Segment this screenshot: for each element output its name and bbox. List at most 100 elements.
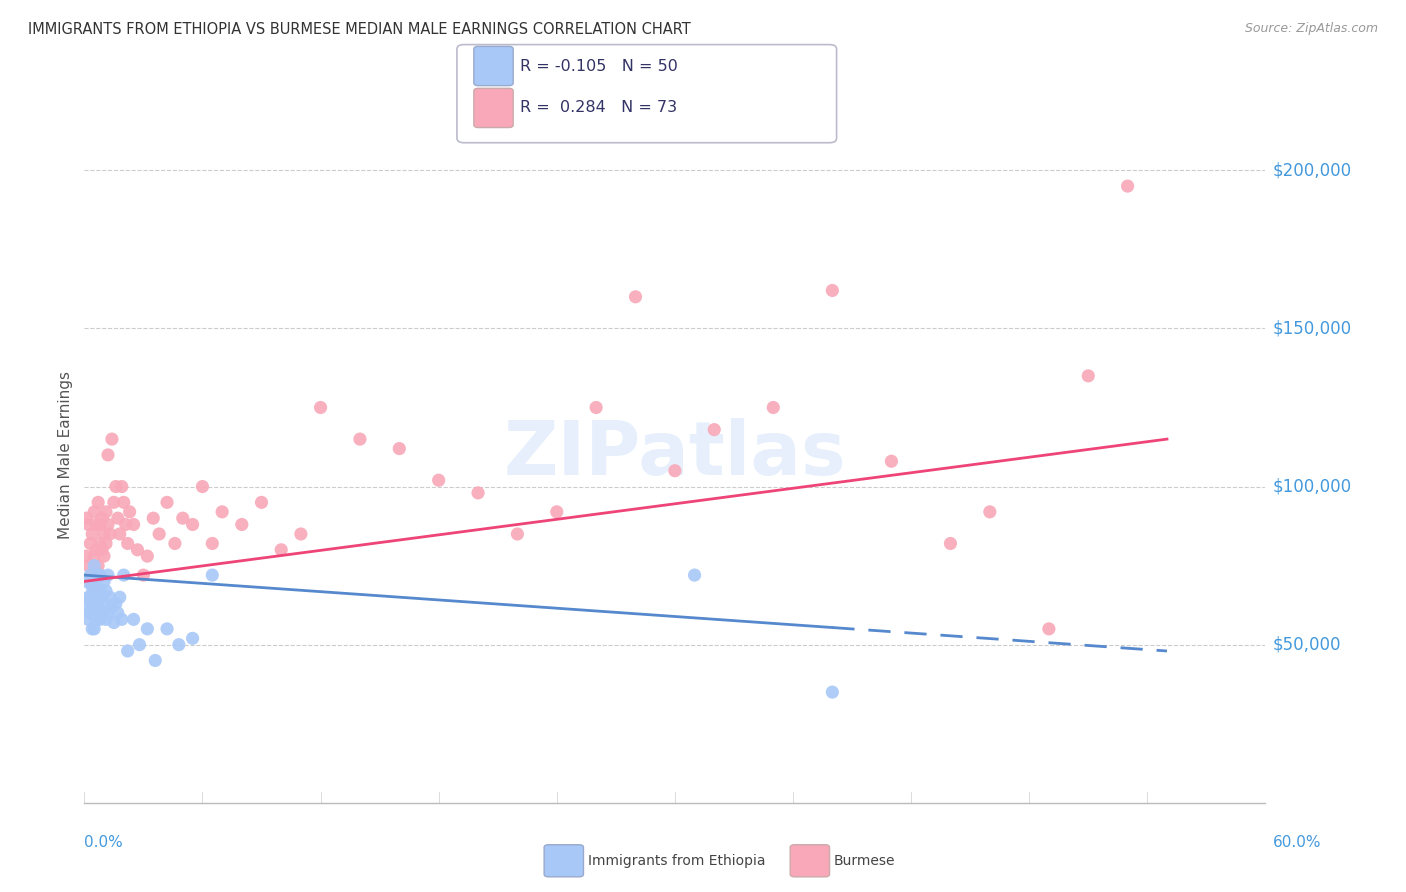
Point (167, 638, 190, 652)
Point (1116, 179, 1139, 194)
Point (75, 549, 97, 563)
Text: $150,000: $150,000 (1272, 319, 1351, 337)
Point (77, 612, 100, 626)
Point (89, 568, 111, 582)
Point (136, 549, 159, 563)
Point (89, 517, 111, 532)
Point (101, 599, 124, 614)
Point (75, 574, 97, 589)
Point (87, 568, 110, 582)
Point (79, 568, 101, 582)
Point (87, 558, 110, 573)
Point (163, 536, 186, 550)
Point (467, 486, 489, 500)
Point (82, 622, 104, 636)
Point (546, 505, 568, 519)
Point (132, 568, 155, 582)
Point (181, 517, 204, 532)
Point (87, 495, 110, 509)
Point (122, 517, 145, 532)
Point (83, 558, 105, 573)
Point (201, 536, 224, 550)
Point (108, 591, 131, 605)
Point (84, 542, 107, 557)
Text: $50,000: $50,000 (1272, 636, 1341, 654)
Point (148, 527, 170, 541)
Point (98, 591, 121, 605)
Point (104, 479, 127, 493)
Point (107, 511, 129, 525)
Point (112, 495, 135, 509)
Point (87, 581, 110, 595)
Point (83, 549, 105, 563)
Point (349, 432, 371, 446)
Text: R = -0.105   N = 50: R = -0.105 N = 50 (520, 59, 678, 73)
Point (89, 612, 111, 626)
Point (122, 612, 145, 626)
Point (201, 568, 224, 582)
Text: 0.0%: 0.0% (84, 836, 124, 850)
Point (98, 527, 121, 541)
Point (117, 644, 139, 658)
Point (703, 423, 725, 437)
Point (87, 599, 110, 614)
Point (97, 448, 120, 462)
Point (103, 615, 125, 630)
Point (91, 511, 114, 525)
Point (91, 587, 114, 601)
Point (82, 599, 104, 614)
Text: Source: ZipAtlas.com: Source: ZipAtlas.com (1244, 22, 1378, 36)
Point (664, 464, 686, 478)
Point (83, 505, 105, 519)
Point (82, 527, 104, 541)
Point (82, 581, 104, 595)
Point (97, 517, 120, 532)
Text: $100,000: $100,000 (1272, 477, 1351, 496)
Point (79, 574, 101, 589)
Point (91, 606, 114, 620)
Text: R =  0.284   N = 73: R = 0.284 N = 73 (520, 101, 678, 115)
Text: Immigrants from Ethiopia: Immigrants from Ethiopia (588, 854, 765, 868)
Point (1077, 368, 1099, 383)
Point (181, 632, 204, 646)
Text: Burmese: Burmese (834, 854, 896, 868)
Point (93, 574, 115, 589)
Text: 60.0%: 60.0% (1272, 836, 1320, 850)
Point (94, 612, 117, 626)
Point (83, 583, 105, 598)
Point (112, 568, 135, 582)
Point (172, 511, 194, 525)
Point (290, 527, 312, 541)
Point (83, 606, 105, 620)
Point (82, 568, 104, 582)
Point (142, 511, 165, 525)
Point (111, 479, 134, 493)
Point (143, 653, 166, 667)
Point (270, 542, 292, 557)
Point (93, 527, 115, 541)
Point (75, 599, 97, 614)
Point (128, 638, 150, 652)
Text: ZIPatlas: ZIPatlas (503, 418, 846, 491)
Point (77, 558, 100, 573)
Point (821, 685, 844, 699)
Point (93, 597, 115, 611)
Point (89, 568, 111, 582)
Point (84, 517, 107, 532)
Point (585, 401, 607, 415)
Point (117, 536, 139, 550)
Point (979, 505, 1001, 519)
Point (114, 517, 136, 532)
Point (111, 612, 134, 626)
Point (89, 591, 111, 605)
Point (250, 495, 273, 509)
Point (77, 591, 100, 605)
Point (118, 505, 141, 519)
Point (231, 517, 253, 532)
Point (191, 479, 214, 493)
Text: $200,000: $200,000 (1272, 161, 1351, 179)
Point (75, 511, 97, 525)
Text: IMMIGRANTS FROM ETHIOPIA VS BURMESE MEDIAN MALE EARNINGS CORRELATION CHART: IMMIGRANTS FROM ETHIOPIA VS BURMESE MEDI… (28, 22, 690, 37)
Point (89, 536, 111, 550)
Point (156, 495, 179, 509)
